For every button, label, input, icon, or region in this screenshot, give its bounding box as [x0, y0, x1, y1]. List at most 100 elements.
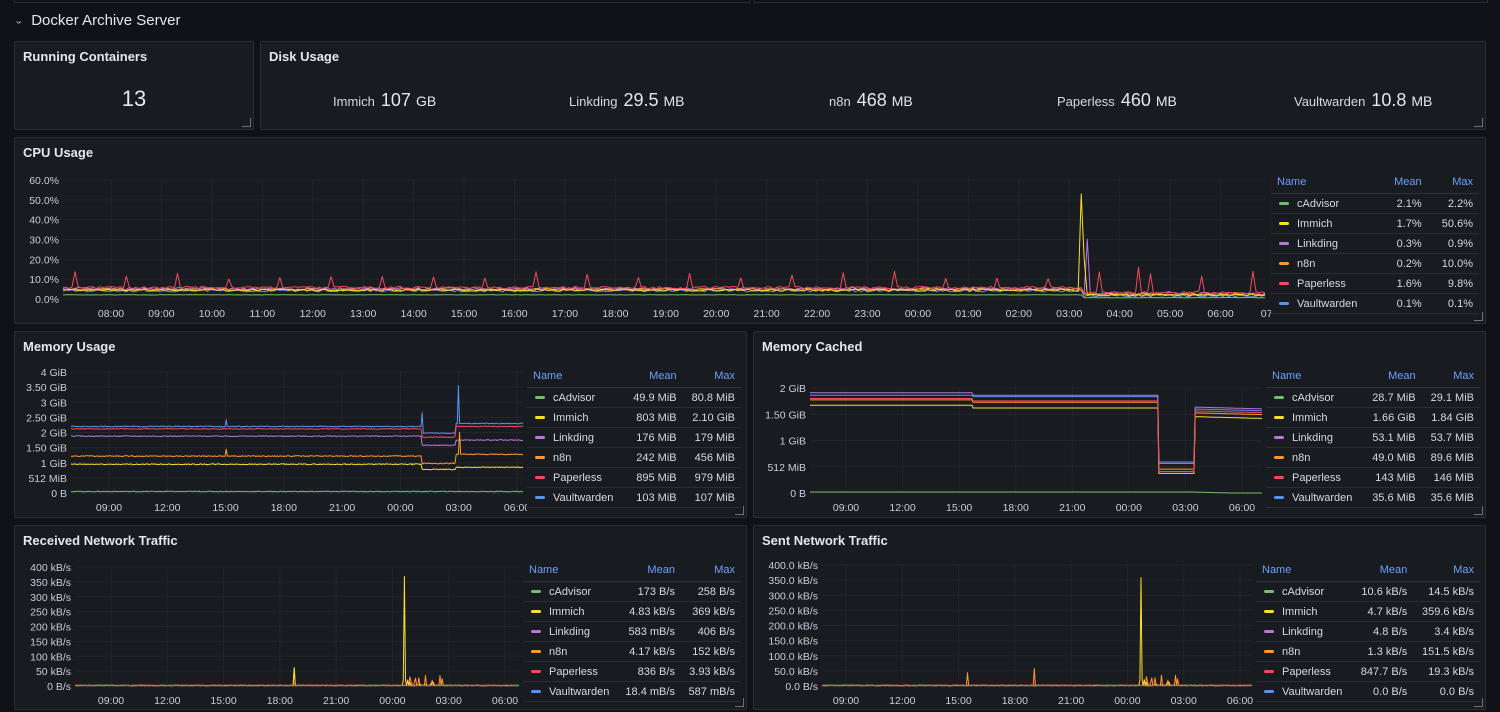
legend-column-header[interactable]: Max [681, 561, 741, 582]
x-tick-label: 09:00 [833, 502, 859, 514]
legend-column-header[interactable]: Max [1413, 561, 1480, 582]
series-swatch [1279, 242, 1289, 245]
legend-mean-value: 1.3 kB/s [1352, 642, 1413, 662]
x-tick-label: 06:00 [504, 502, 527, 514]
resize-handle[interactable] [1474, 698, 1483, 707]
legend-column-header[interactable]: Name [527, 367, 624, 388]
series-swatch [1274, 396, 1284, 399]
x-tick-label: 21:00 [754, 308, 780, 320]
x-tick-label: 15:00 [946, 502, 972, 514]
legend-column-header[interactable]: Name [1266, 367, 1363, 388]
series-swatch [531, 650, 541, 653]
cpu-usage-panel[interactable]: CPU Usage 60.0%50.0%40.0%30.0%20.0%10.0%… [14, 137, 1486, 324]
legend-mean-value: 35.6 MiB [1363, 488, 1421, 508]
legend-column-header[interactable]: Mean [1381, 173, 1428, 194]
row-header[interactable]: ⌄ Docker Archive Server [14, 8, 180, 32]
resize-handle[interactable] [735, 506, 744, 515]
panel-title: Sent Network Traffic [762, 533, 888, 548]
disk-usage-panel[interactable]: Disk Usage Immich 107 GB Linkding 29.5 M… [260, 41, 1486, 130]
legend-column-header[interactable]: Max [1428, 173, 1479, 194]
previous-panel-edge-left [14, 0, 750, 3]
disk-stat-immich: Immich 107 GB [333, 90, 436, 111]
legend-max-value: 0.9% [1428, 234, 1479, 254]
y-tick-label: 10.0% [29, 274, 59, 286]
x-tick-label: 09:00 [148, 308, 174, 320]
x-tick-label: 21:00 [323, 695, 349, 707]
legend-max-value: 1.84 GiB [1422, 408, 1480, 428]
legend-column-header[interactable]: Max [683, 367, 741, 388]
resize-handle[interactable] [1474, 118, 1483, 127]
chevron-down-icon[interactable]: ⌄ [14, 15, 23, 25]
panel-title: CPU Usage [23, 145, 93, 160]
legend-column-header[interactable]: Name [1271, 173, 1381, 194]
legend-column-header[interactable]: Mean [618, 561, 681, 582]
x-tick-label: 00:00 [905, 308, 931, 320]
resize-handle[interactable] [1474, 312, 1483, 321]
legend-column-header[interactable]: Name [1256, 561, 1352, 582]
disk-stat-value: 468 MB [857, 90, 913, 111]
x-tick-label: 06:00 [1207, 308, 1233, 320]
y-tick-label: 100 kB/s [30, 651, 71, 663]
legend-column-header[interactable]: Name [523, 561, 618, 582]
series-line-vaultwarden [71, 386, 523, 434]
legend-series-name: Vaultwarden [1292, 492, 1352, 504]
legend-column-header[interactable]: Mean [1363, 367, 1421, 388]
resize-handle[interactable] [1474, 506, 1483, 515]
series-swatch [1264, 650, 1274, 653]
legend-column-header[interactable]: Mean [1352, 561, 1413, 582]
running-containers-panel[interactable]: Running Containers 13 [14, 41, 254, 130]
legend-mean-value: 583 mB/s [618, 622, 681, 642]
resize-handle[interactable] [242, 118, 251, 127]
series-swatch [531, 670, 541, 673]
legend-max-value: 80.8 MiB [683, 388, 741, 408]
legend-column-header[interactable]: Mean [624, 367, 682, 388]
legend-series-name: Linkding [1292, 432, 1333, 444]
legend-column-header[interactable]: Max [1422, 367, 1480, 388]
series-swatch [1264, 630, 1274, 633]
resize-handle[interactable] [735, 698, 744, 707]
legend-mean-value: 0.3% [1381, 234, 1428, 254]
disk-stat-name: Vaultwarden [1294, 94, 1365, 109]
legend-max-value: 29.1 MiB [1422, 388, 1480, 408]
